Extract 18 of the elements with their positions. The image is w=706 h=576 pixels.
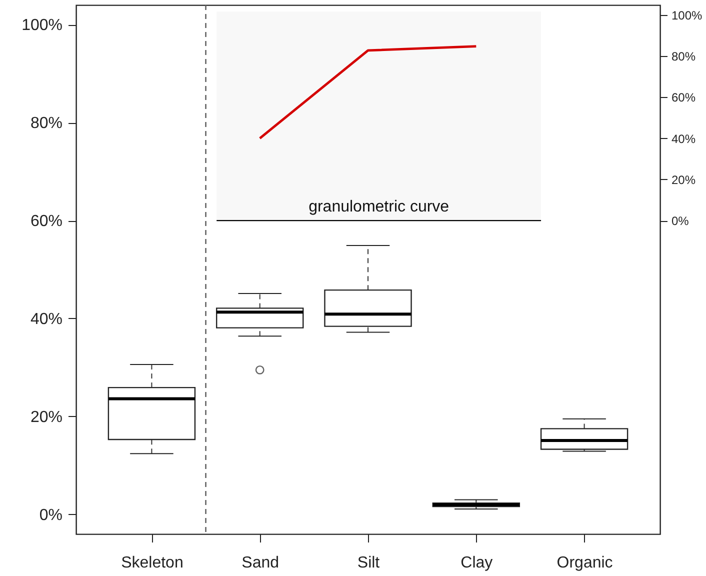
x-tick-label: Clay	[460, 554, 493, 572]
y-tick-label: 0%	[39, 506, 62, 524]
y2-tick-label: 60%	[672, 90, 696, 105]
x-tick-label: Skeleton	[121, 554, 184, 572]
y-tick-label: 20%	[30, 408, 62, 426]
y2-tick-label: 80%	[672, 50, 696, 64]
y2-tick-label: 100%	[672, 8, 703, 22]
y2-tick-label: 40%	[672, 132, 696, 146]
y2-tick-label: 20%	[672, 172, 696, 187]
y2-tick-label: 0%	[672, 214, 690, 228]
x-tick-label: Organic	[556, 554, 613, 572]
band-label: granulometric curve	[308, 198, 450, 216]
y-tick-label: 60%	[30, 213, 62, 230]
y-tick-label: 100%	[22, 17, 62, 34]
y-tick-label: 40%	[30, 310, 62, 328]
x-tick-label: Sand	[242, 554, 280, 572]
x-tick-label: Silt	[357, 554, 380, 572]
y-tick-label: 80%	[30, 115, 62, 132]
